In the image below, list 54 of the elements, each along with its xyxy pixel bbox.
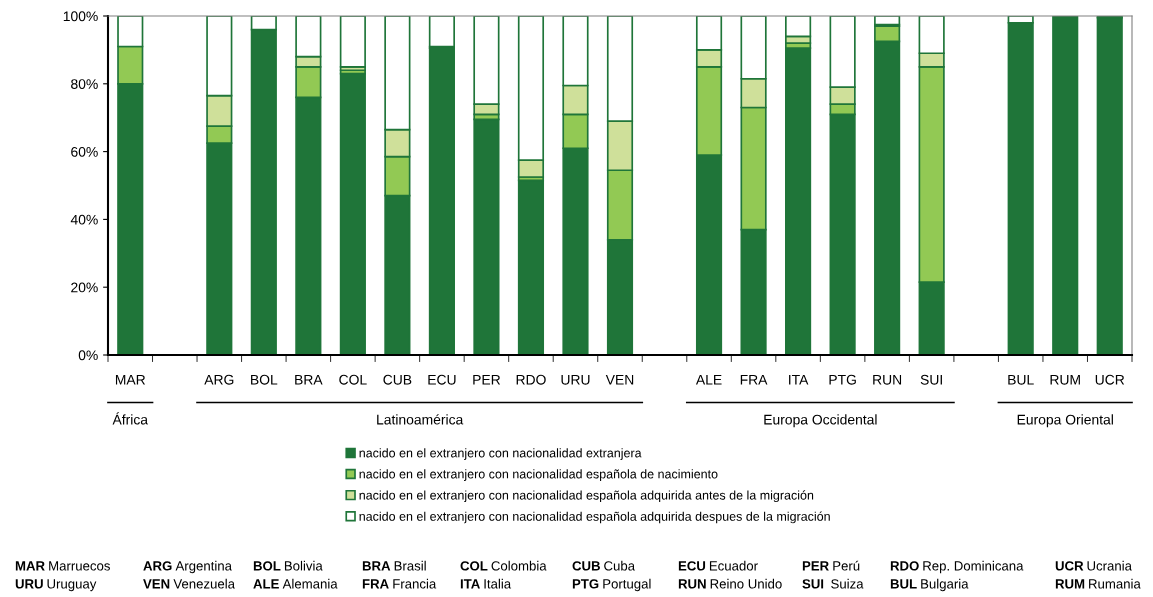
x-tick-label: RUM [1050, 374, 1080, 385]
x-tick-label: SUI [920, 374, 942, 385]
text: Europa Oriental [1017, 414, 1113, 428]
text: URU Uruguay [15, 579, 97, 592]
y-tick-label: 20% [71, 282, 98, 293]
text: África [112, 412, 149, 425]
legend-label: nacido en el extranjero con nacionalidad española adquirida antes de la migración [359, 490, 814, 503]
x-tick-label: RUN [873, 374, 902, 385]
text: ARG Argentina [143, 560, 232, 574]
text: PER Perú [802, 560, 860, 571]
text: UCR Ucrania [1055, 560, 1132, 571]
text: RUM Rumania [1055, 578, 1141, 589]
y-tick-label: 100% [63, 11, 98, 22]
x-tick-label: BUL [1008, 374, 1034, 385]
x-tick-label: BRA [295, 374, 323, 385]
legend-label: nacido en el extranjero con nacionalidad extranjera [359, 448, 642, 460]
text: SUI Suiza [802, 578, 864, 589]
text: RDO Rep. Dominicana [890, 560, 1024, 574]
x-tick-label: UCR [1095, 374, 1125, 385]
x-tick-label: PTG [829, 374, 856, 385]
x-tick-label: RDO [516, 374, 546, 385]
text: CUB Cuba [572, 560, 636, 571]
text: ALE Alemania [253, 578, 338, 589]
text: BUL Bulgaria [890, 578, 969, 592]
x-tick-label: FRA [740, 374, 768, 385]
x-tick-label: ITA [789, 374, 809, 385]
x-tick-label: PER [473, 374, 501, 385]
text: Latinoamérica [377, 414, 464, 425]
text: RUN Reino Unido [678, 578, 782, 589]
x-tick-label: VEN [605, 374, 634, 385]
x-tick-label: MAR [115, 374, 146, 385]
text: Europa Occidental [764, 414, 877, 428]
text: COL Colombia [460, 560, 547, 571]
x-tick-label: URU [561, 374, 590, 385]
text: BOL Bolivia [253, 560, 323, 571]
text: BRA Brasil [362, 560, 426, 571]
text: PTG Portugal [572, 578, 651, 592]
y-tick-label: 40% [70, 214, 98, 225]
text: ECU Ecuador [678, 560, 758, 571]
x-tick-label: CUB [383, 374, 412, 385]
text: ITA Italia [460, 578, 512, 589]
legend-label: nacido en el extranjero con nacionalidad española de nacimiento [359, 469, 718, 481]
x-tick-label: BOL [251, 374, 278, 385]
text: MAR Marruecos [15, 561, 110, 571]
text: FRA Francia [362, 578, 437, 589]
x-tick-label: COL [339, 374, 367, 385]
x-tick-label: ALE [695, 374, 722, 385]
legend-label: nacido en el extranjero con nacionalidad española adquirida despues de la migración [359, 511, 830, 524]
y-tick-label: 0% [78, 350, 98, 361]
y-tick-label: 80% [71, 79, 98, 89]
x-tick-label: ARG [204, 374, 234, 385]
y-tick-label: 60% [71, 146, 98, 157]
text: VEN Venezuela [143, 578, 236, 589]
x-tick-label: ECU [428, 374, 456, 385]
